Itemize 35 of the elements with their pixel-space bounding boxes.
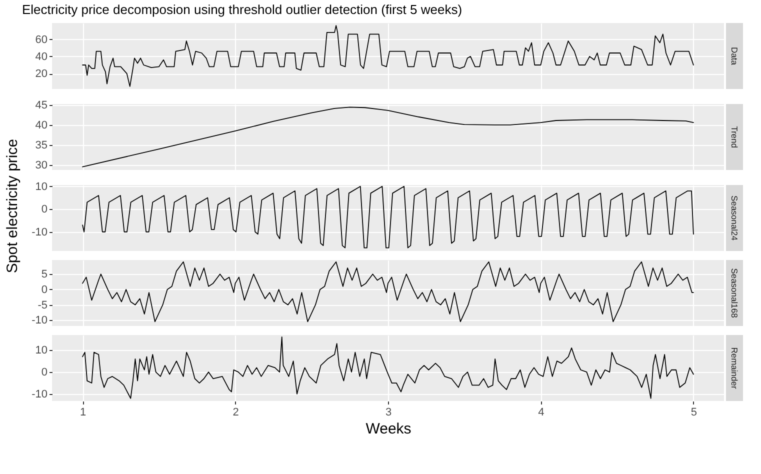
y2-axis-title: Data: [730, 47, 740, 66]
x-tick-label: 2: [232, 406, 239, 418]
y-tick-label: 0: [41, 204, 48, 216]
y2-axis-title: Seasonal24: [730, 196, 740, 241]
y-tick-label: 30: [35, 160, 48, 172]
y-tick-label: 40: [35, 50, 48, 63]
y2-axis-title: Seasonal168: [730, 268, 740, 318]
x-axis-title: Weeks: [366, 420, 412, 438]
line-series: [82, 186, 694, 248]
y-tick-label: 10: [35, 344, 48, 357]
y-axis-title: Spot electricity price: [4, 138, 21, 274]
y-tick-label: 10: [35, 180, 48, 193]
y-tick-label: 60: [35, 34, 48, 46]
line-series: [82, 106, 694, 168]
y-tick-label: 40: [35, 119, 48, 132]
y-tick-label: 45: [35, 99, 48, 112]
y2-axis-title: Trend: [730, 126, 740, 148]
x-tick-label: 3: [385, 406, 392, 418]
y-tick-label: 0: [41, 284, 48, 296]
y-tick-label: -10: [32, 226, 48, 238]
y-tick-label: -10: [32, 314, 48, 327]
y-tick-label: 5: [41, 268, 48, 281]
y-tick-label: 35: [35, 140, 48, 152]
y-tick-label: -5: [38, 299, 48, 312]
x-tick-label: 5: [690, 406, 698, 418]
line-series: [82, 336, 694, 399]
y-tick-label: 0: [41, 366, 48, 379]
y-tick-label: 20: [35, 68, 48, 80]
line-series: [82, 25, 694, 87]
line-series: [82, 261, 694, 322]
x-tick-label: 1: [80, 406, 86, 418]
chart-title: Electricity price decomposion using threshold outlier detection (first 5 weeks): [22, 2, 462, 17]
y-tick-label: -10: [32, 388, 48, 400]
y2-axis-title: Remainder: [730, 347, 740, 389]
x-tick-label: 4: [538, 406, 544, 418]
